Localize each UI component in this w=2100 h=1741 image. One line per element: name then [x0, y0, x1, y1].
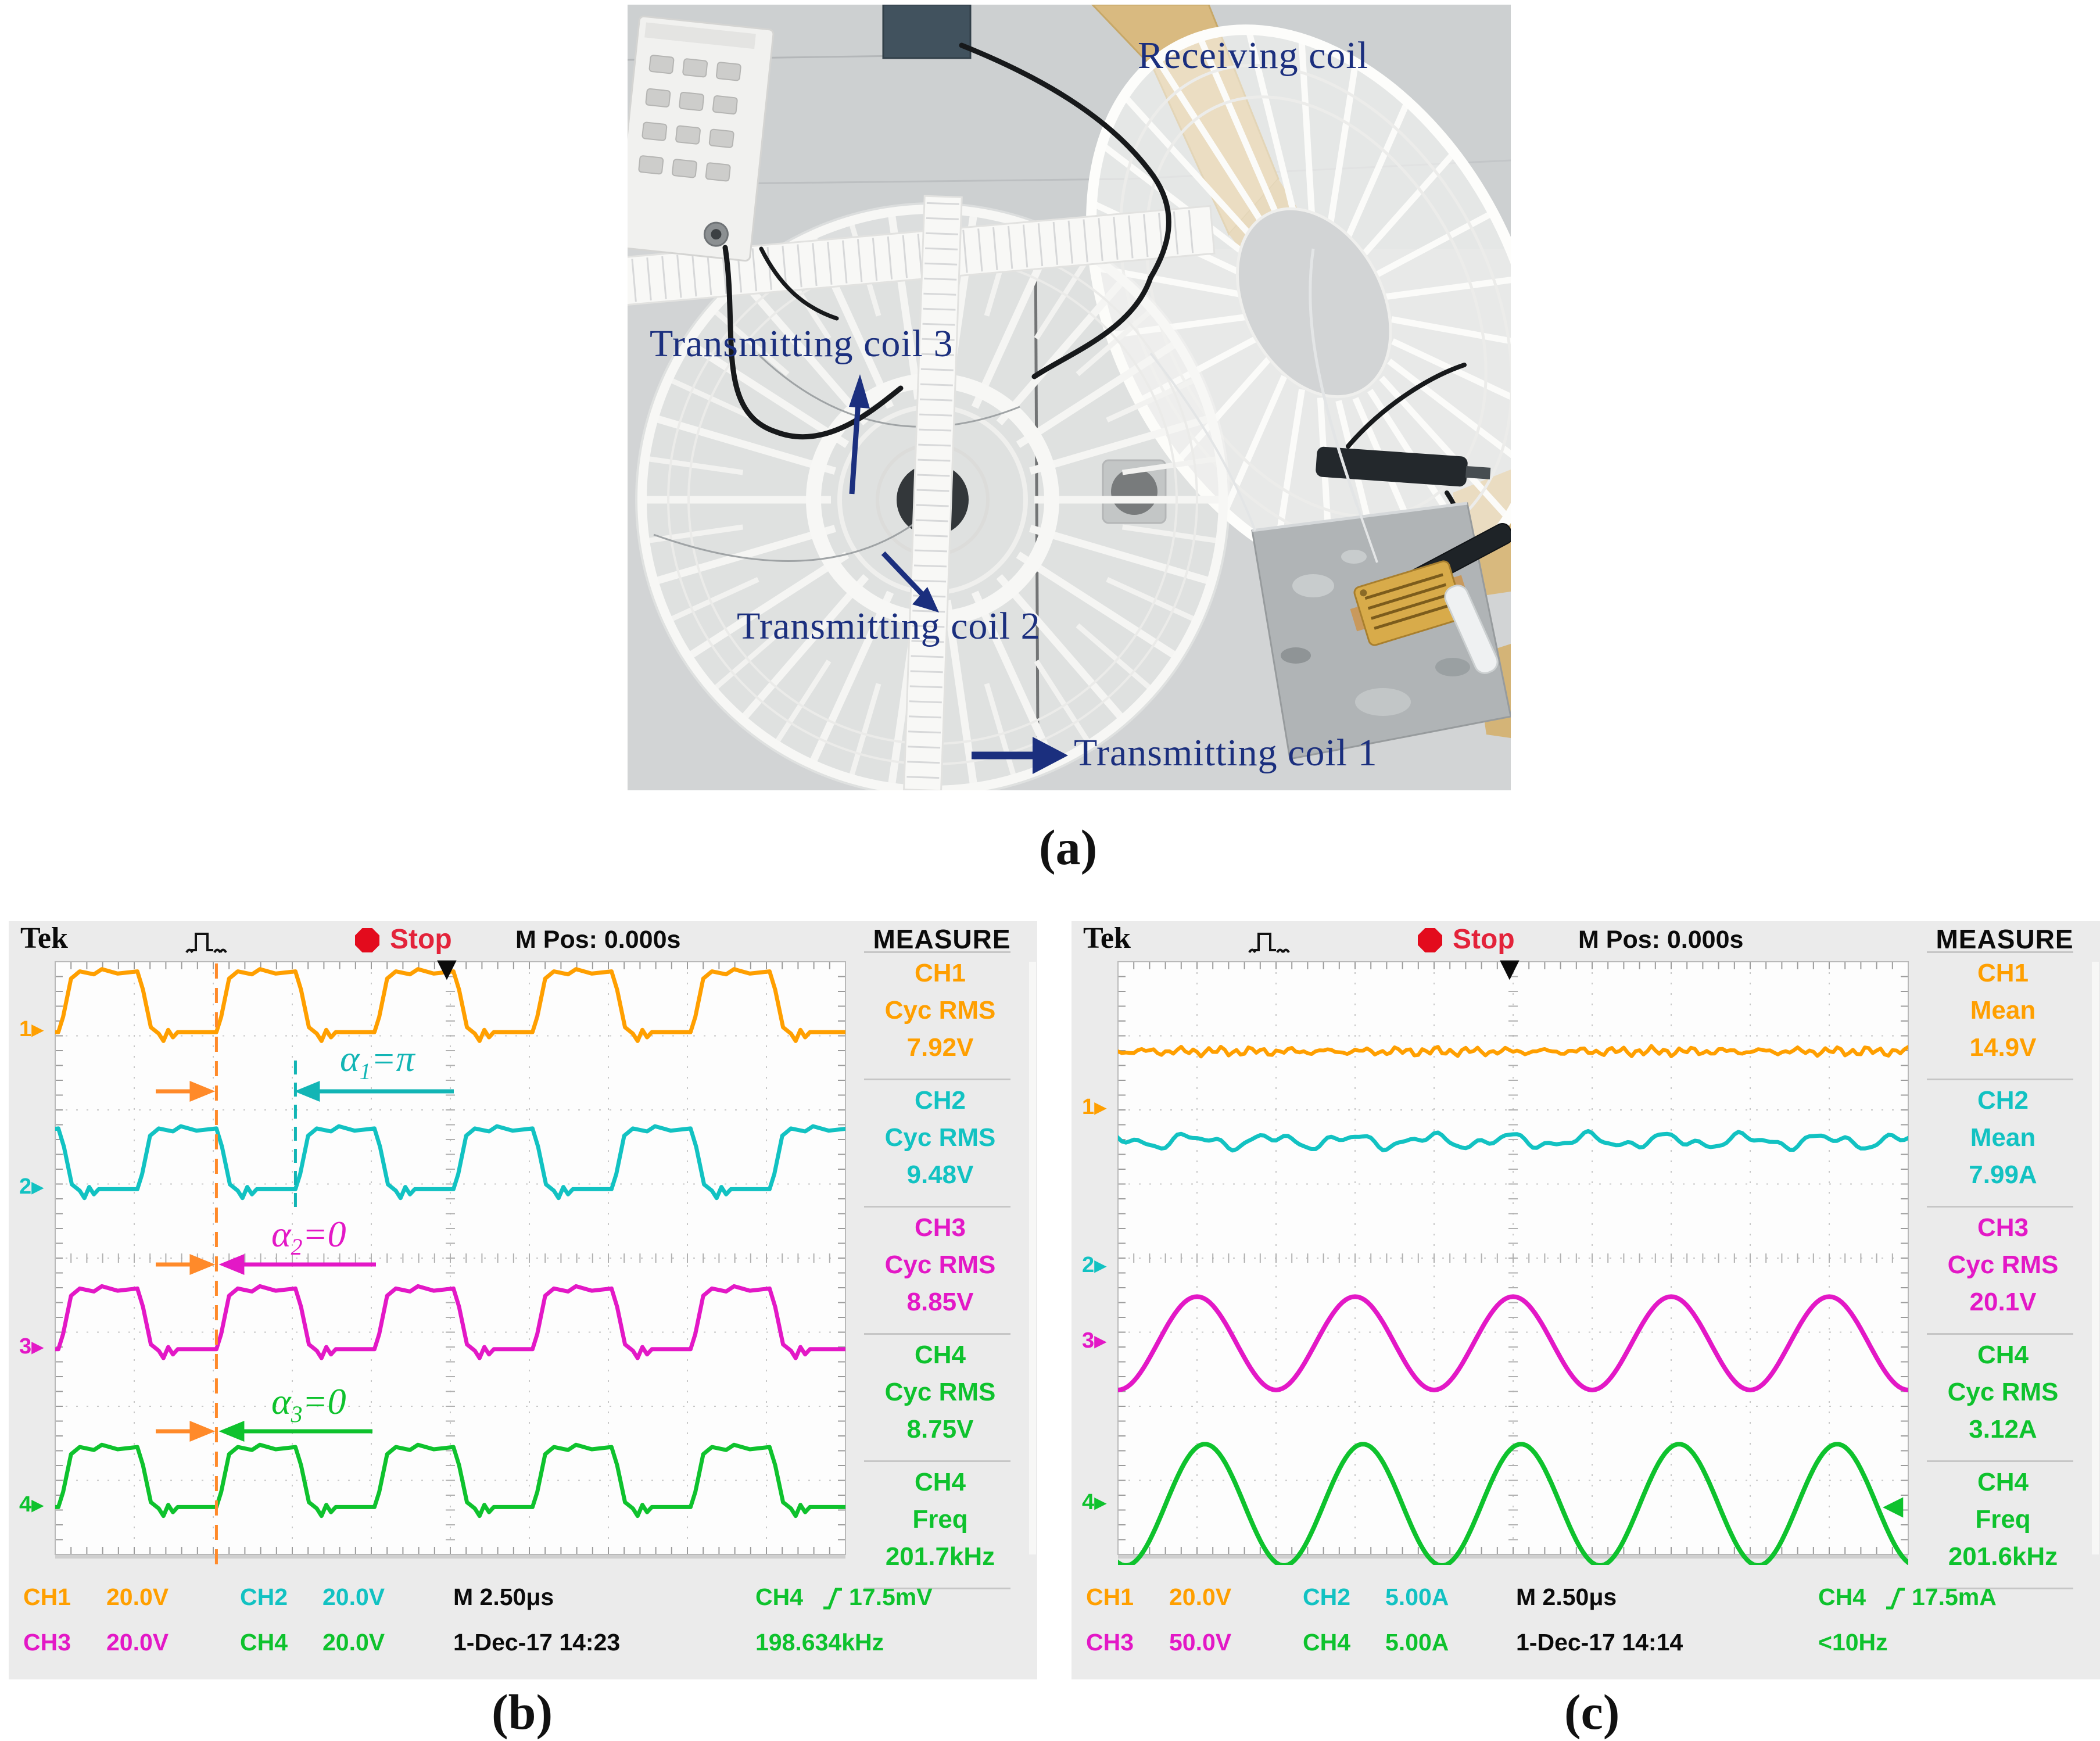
- measure-panel-title: MEASURE: [1936, 924, 2074, 954]
- cables: [722, 42, 1472, 623]
- ch3-scale-value: 50.0V: [1169, 1629, 1232, 1656]
- rising-edge-icon: [823, 1588, 842, 1610]
- ch3-scale-value: 20.0V: [106, 1629, 169, 1656]
- measure-cell-ch4: CH4 Cyc RMS 8.75V: [884, 1341, 996, 1443]
- scope-b-waveform-canvas: [55, 961, 846, 1567]
- run-state: Stop: [390, 924, 452, 955]
- annotation-alpha1: α1=π: [340, 1038, 415, 1084]
- ch1-scale-value: 20.0V: [106, 1584, 169, 1610]
- ch3-marker: 3▶: [19, 1334, 44, 1359]
- ch4-scale-value: 20.0V: [322, 1629, 385, 1656]
- measure-panel-title: MEASURE: [873, 924, 1011, 954]
- measure-cell-ch2: CH2 Mean 7.99A: [1969, 1086, 2037, 1189]
- caption-b: (b): [492, 1684, 553, 1740]
- measure-cell-ch1: CH1 Cyc RMS 7.92V: [884, 959, 996, 1062]
- tek-logo: Tek: [1083, 922, 1131, 955]
- ch4-scale-value: 5.00A: [1385, 1629, 1449, 1656]
- ch1-marker: 1▶: [1082, 1095, 1107, 1119]
- label-transmitting-coil-3: Transmitting coil 3: [650, 323, 954, 365]
- ch4-scale-label: CH4: [240, 1629, 288, 1656]
- annotation-alpha3: α3=0: [271, 1381, 346, 1427]
- trigger-pulse-icon: [185, 933, 227, 954]
- scope-c-waveform-canvas: [1117, 961, 1909, 1565]
- thin-wires: [1149, 248, 1378, 563]
- bench-seam: [1034, 237, 1040, 737]
- run-state: Stop: [1453, 924, 1515, 955]
- edge-coil-horizontal: [628, 205, 1216, 307]
- caption-a: (a): [1039, 819, 1098, 875]
- rising-edge-icon: [1886, 1588, 1905, 1610]
- probe-horizontal: [1316, 446, 1491, 487]
- stop-icon: [1418, 928, 1442, 952]
- trigger-source: CH4: [755, 1584, 804, 1610]
- ch2-scale-value: 20.0V: [322, 1584, 385, 1610]
- arrow-tx2: [912, 587, 939, 612]
- caption-c: (c): [1564, 1684, 1620, 1740]
- ch2-scale-label: CH2: [1303, 1584, 1351, 1610]
- datetime-readout: 1-Dec-17 14:23: [453, 1629, 621, 1656]
- ch4-scale-label: CH4: [1303, 1629, 1351, 1656]
- trigger-level-icon: ◀: [1883, 1489, 1904, 1521]
- trigger-pulse-icon: [1248, 933, 1290, 954]
- ch1-scale-label: CH1: [23, 1584, 71, 1610]
- arrow-tx3: [849, 374, 870, 409]
- measure-cell-ch4-freq: CH4 Freq 201.6kHz: [1948, 1468, 2058, 1571]
- tek-logo: Tek: [20, 922, 68, 955]
- oscilloscope-c: Tek Stop M Pos: 0.000s MEASURE ▼ ◀ CH1 Me…: [1071, 921, 2100, 1679]
- ch2-marker: 2▶: [1082, 1253, 1107, 1277]
- panel-edge-strip: [2092, 962, 2099, 1554]
- stop-icon: [355, 928, 379, 952]
- trigger-level-value: 17.5mA: [1912, 1584, 1997, 1610]
- trigger-frequency: 198.634kHz: [755, 1629, 884, 1656]
- ch1-scale-value: 20.0V: [1169, 1584, 1232, 1610]
- instrument-top: [882, 5, 972, 59]
- ch2-marker: 2▶: [19, 1174, 44, 1199]
- panel-edge-strip: [1029, 962, 1036, 1554]
- ch1-scale-label: CH1: [1086, 1584, 1134, 1610]
- measure-cell-ch4-freq: CH4 Freq 201.7kHz: [885, 1468, 995, 1571]
- measure-cell-ch1: CH1 Mean 14.9V: [1969, 959, 2037, 1062]
- timebase-readout: M 2.50μs: [1516, 1584, 1617, 1610]
- measure-cell-ch2: CH2 Cyc RMS 9.48V: [884, 1086, 996, 1189]
- ch3-marker: 3▶: [1082, 1328, 1107, 1353]
- tektronix-amplifier: [628, 15, 775, 262]
- ch4-marker: 4▶: [1082, 1490, 1107, 1514]
- trigger-position-icon: ▼: [437, 954, 457, 983]
- ch2-scale-value: 5.00A: [1385, 1584, 1449, 1610]
- measure-cell-ch3: CH3 Cyc RMS 20.1V: [1947, 1213, 2059, 1316]
- experiment-photo: [628, 5, 1511, 790]
- measure-cell-ch3: CH3 Cyc RMS 8.85V: [884, 1213, 996, 1316]
- timebase-readout: M 2.50μs: [453, 1584, 554, 1610]
- m-pos-readout: M Pos: 0.000s: [515, 926, 681, 954]
- ch3-scale-label: CH3: [1086, 1629, 1134, 1656]
- m-pos-readout: M Pos: 0.000s: [1578, 926, 1744, 954]
- datetime-readout: 1-Dec-17 14:14: [1516, 1629, 1683, 1656]
- measure-cell-ch4: CH4 Cyc RMS 3.12A: [1947, 1341, 2059, 1443]
- edge-coil-vertical: [903, 195, 963, 790]
- label-transmitting-coil-2: Transmitting coil 2: [737, 605, 1041, 647]
- trigger-frequency: <10Hz: [1818, 1629, 1888, 1656]
- ch1-marker: 1▶: [19, 1017, 44, 1041]
- ch2-scale-label: CH2: [240, 1584, 288, 1610]
- ch3-scale-label: CH3: [23, 1629, 71, 1656]
- annotation-alpha2: α2=0: [271, 1213, 346, 1260]
- oscilloscope-b: Tek Stop M Pos: 0.000s MEASURE ▼ CH1 Cyc …: [9, 921, 1037, 1679]
- label-transmitting-coil-1: Transmitting coil 1: [1074, 732, 1378, 774]
- trigger-position-icon: ▼: [1500, 954, 1520, 983]
- label-receiving-coil: Receiving coil: [1138, 34, 1369, 77]
- photo-annotation-arrows: [849, 374, 1068, 774]
- trigger-level-value: 17.5mV: [849, 1584, 933, 1610]
- trigger-source: CH4: [1818, 1584, 1866, 1610]
- arrow-tx1: [1033, 737, 1068, 774]
- white-cylinder: [1444, 585, 1499, 674]
- ch4-marker: 4▶: [19, 1492, 44, 1517]
